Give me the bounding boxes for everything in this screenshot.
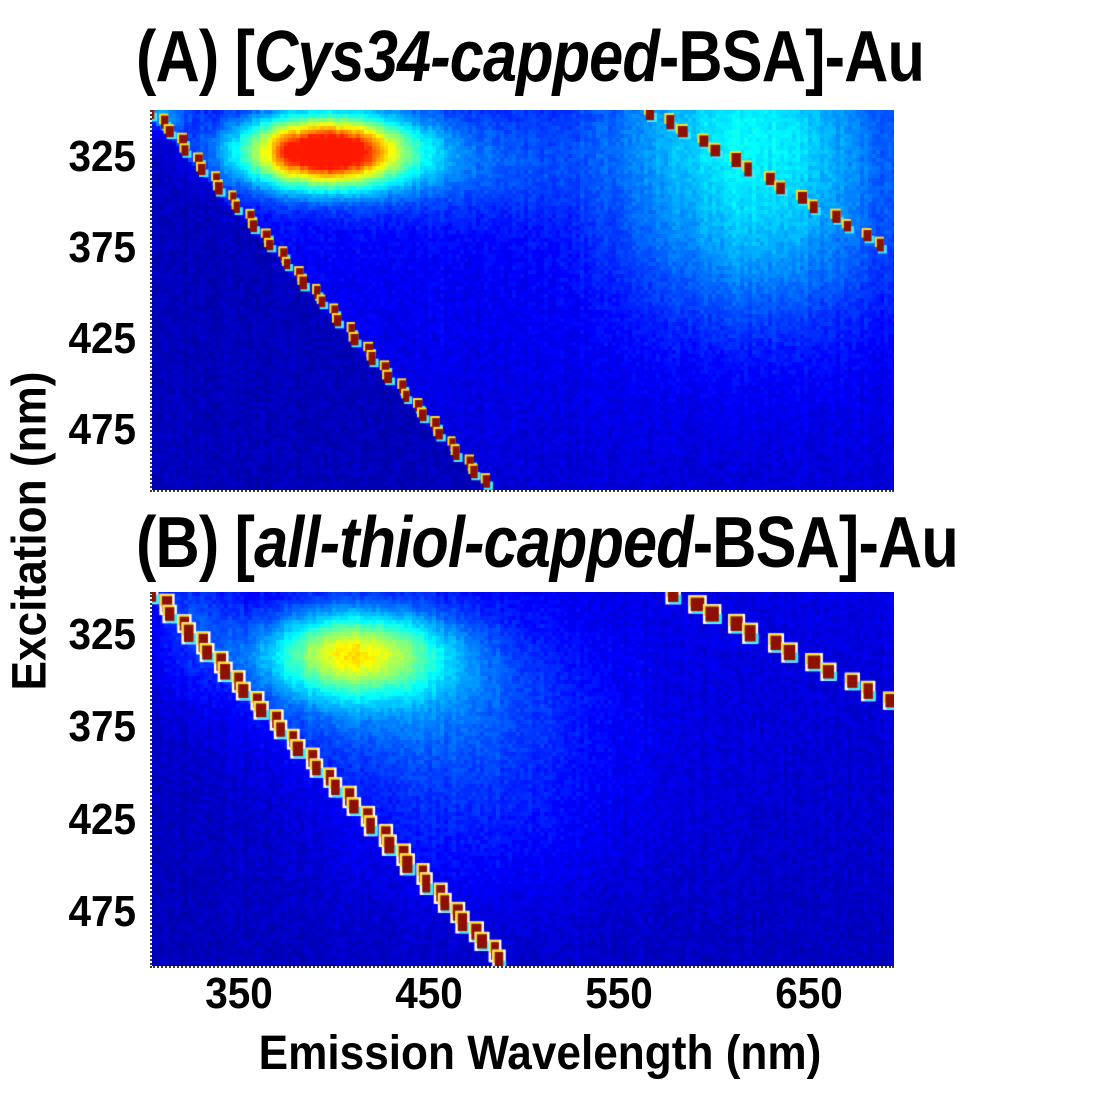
emission-tick-label-550: 550: [584, 969, 653, 1018]
panel-b-title-italic: all-thiol-capped: [254, 503, 693, 583]
excitation-tick-label-b-425: 425: [68, 794, 136, 844]
emission-tick-label-350: 350: [205, 969, 273, 1018]
panel-b-title-open: (B) [: [136, 503, 255, 583]
panel-a-title-close: -BSA]-Au: [658, 17, 925, 97]
panel-a-title-open: (A) [: [136, 17, 255, 97]
panel-b-title: (B) [all-thiol-capped-BSA]-Au: [136, 503, 959, 583]
excitation-tick-label-a-375: 375: [68, 223, 136, 273]
emission-tick-label-650: 650: [774, 969, 843, 1018]
excitation-tick-label-a-325: 325: [68, 132, 136, 182]
x-axis-label: Emission Wavelength (nm): [258, 1027, 822, 1080]
panel-a-title-italic: Cys34-capped: [254, 17, 660, 97]
excitation-tick-label-a-425: 425: [68, 314, 136, 364]
excitation-tick-label-b-475: 475: [68, 887, 136, 937]
panel-a-title: (A) [Cys34-capped-BSA]-Au: [136, 17, 925, 97]
excitation-tick-label-b-375: 375: [68, 702, 136, 752]
excitation-tick-label-b-325: 325: [68, 609, 136, 659]
panel-b-title-close: -BSA]-Au: [692, 503, 959, 583]
emission-tick-label-450: 450: [395, 969, 463, 1018]
eem-heatmap-panel-a: [150, 110, 894, 492]
eem-heatmap-panel-b: [150, 592, 894, 968]
excitation-tick-label-a-475: 475: [68, 405, 136, 454]
